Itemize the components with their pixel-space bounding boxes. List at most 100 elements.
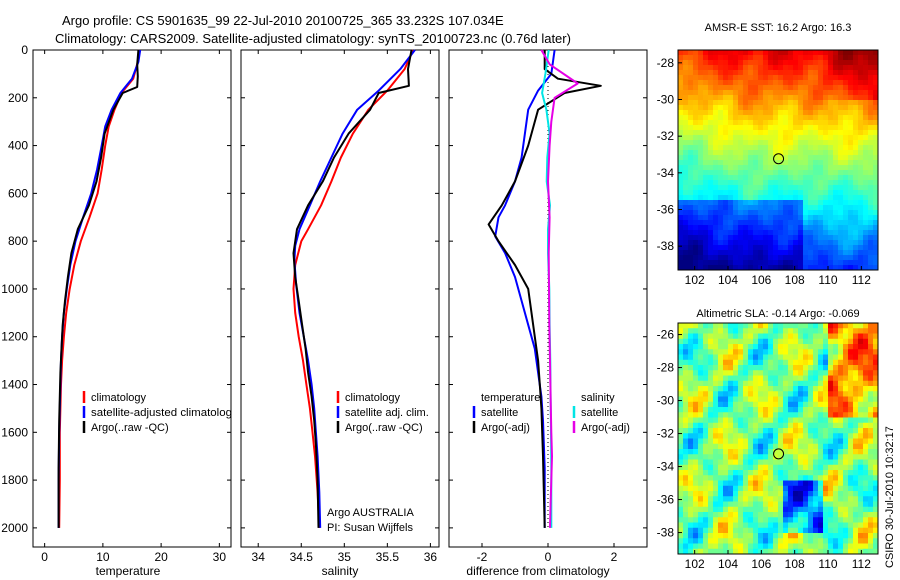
heatmap-cell: [773, 100, 779, 106]
heatmap-cell: [693, 433, 699, 439]
heatmap-cell: [863, 165, 869, 171]
heatmap-cell: [853, 100, 859, 106]
heatmap-cell: [828, 60, 834, 66]
heatmap-cell: [798, 125, 804, 131]
heatmap-cell: [773, 150, 779, 156]
heatmap-cell: [843, 496, 849, 502]
heatmap-cell: [753, 470, 759, 476]
heatmap-cell: [683, 255, 689, 261]
heatmap-cell: [698, 501, 704, 508]
heatmap-cell: [683, 60, 689, 66]
heatmap-cell: [848, 245, 854, 251]
heatmap-cell: [868, 475, 874, 481]
heatmap-cell: [743, 491, 749, 497]
heatmap-cell: [798, 235, 804, 241]
heatmap-cell: [873, 80, 879, 86]
heatmap-cell: [763, 338, 769, 345]
heatmap-cell: [818, 401, 824, 408]
heatmap-cell: [763, 401, 769, 408]
heatmap-cell: [838, 485, 844, 492]
heatmap-cell: [758, 533, 764, 539]
heatmap-cell: [788, 365, 794, 371]
heatmap-cell: [708, 245, 714, 251]
heatmap-cell: [758, 517, 764, 523]
heatmap-cell: [868, 240, 874, 246]
heatmap-cell: [678, 115, 684, 121]
heatmap-cell: [813, 443, 819, 450]
heatmap-cell: [683, 210, 689, 216]
heatmap-cell: [853, 55, 859, 61]
heatmap-cell: [763, 349, 769, 355]
heatmap-cell: [758, 215, 764, 221]
heatmap-cell: [738, 235, 744, 241]
heatmap-cell: [798, 407, 804, 413]
heatmap-cell: [838, 438, 844, 445]
heatmap-cell: [758, 135, 764, 141]
heatmap-cell: [773, 522, 779, 529]
heatmap-cell: [708, 155, 714, 161]
heatmap-cell: [853, 250, 859, 256]
heatmap-cell: [738, 365, 744, 371]
heatmap-cell: [683, 491, 689, 497]
heatmap-cell: [798, 359, 804, 366]
heatmap-cell: [703, 443, 709, 450]
heatmap-cell: [828, 195, 834, 201]
heatmap-cell: [753, 401, 759, 408]
heatmap-cell: [708, 80, 714, 86]
heatmap-cell: [723, 125, 729, 131]
heatmap-cell: [718, 401, 724, 408]
heatmap-cell: [683, 225, 689, 231]
heatmap-cell: [828, 543, 834, 550]
heatmap-cell: [783, 417, 789, 424]
heatmap-cell: [818, 438, 824, 445]
heatmap-cell: [713, 491, 719, 497]
heatmap-cell: [783, 533, 789, 539]
heatmap-cell: [678, 470, 684, 476]
heatmap-cell: [833, 412, 839, 418]
heatmap-cell: [738, 80, 744, 86]
heatmap-cell: [788, 130, 794, 136]
heatmap-cell: [718, 90, 724, 96]
heatmap-cell: [738, 110, 744, 116]
heatmap-cell: [748, 230, 754, 236]
heatmap-cell: [678, 438, 684, 445]
heatmap-cell: [773, 375, 779, 382]
heatmap-cell: [818, 543, 824, 550]
heatmap-cell: [698, 338, 704, 345]
heatmap-cell: [793, 115, 799, 121]
heatmap-cell: [733, 175, 739, 181]
heatmap-cell: [693, 245, 699, 251]
heatmap-cell: [853, 130, 859, 136]
heatmap-cell: [873, 354, 879, 361]
heatmap-cell: [798, 338, 804, 345]
heatmap-cell: [853, 245, 859, 251]
heatmap-cell: [783, 50, 789, 56]
heatmap-cell: [798, 485, 804, 492]
heatmap-cell: [693, 506, 699, 513]
heatmap-cell: [738, 210, 744, 216]
heatmap-cell: [848, 496, 854, 502]
heatmap-cell: [838, 328, 844, 334]
heatmap-cell: [823, 538, 829, 544]
heatmap-cell: [843, 464, 849, 471]
heatmap-cell: [723, 175, 729, 181]
heatmap-cell: [738, 485, 744, 492]
heatmap-cell: [758, 449, 764, 455]
heatmap-cell: [798, 105, 804, 111]
heatmap-cell: [773, 235, 779, 241]
heatmap-cell: [798, 60, 804, 66]
heatmap-cell: [823, 175, 829, 181]
heatmap-cell: [823, 185, 829, 191]
heatmap-cell: [763, 485, 769, 492]
heatmap-cell: [823, 180, 829, 186]
heatmap-cell: [788, 543, 794, 550]
heatmap-cell: [788, 150, 794, 156]
heatmap-cell: [703, 200, 709, 206]
heatmap-cell: [798, 391, 804, 397]
heatmap-cell: [738, 160, 744, 166]
heatmap-cell: [823, 85, 829, 91]
heatmap-cell: [758, 65, 764, 71]
heatmap-cell: [833, 100, 839, 106]
heatmap-cell: [713, 245, 719, 251]
